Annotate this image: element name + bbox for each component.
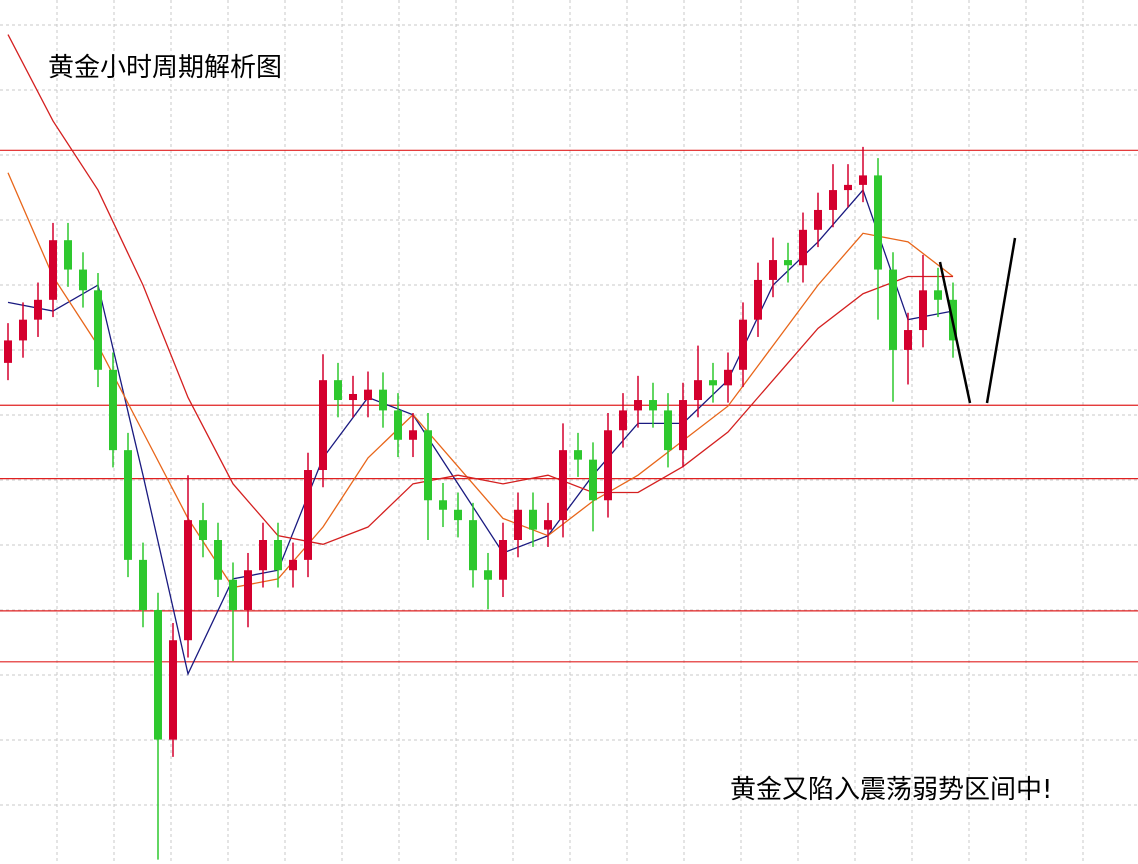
candle-body <box>499 540 507 580</box>
candle-body <box>34 299 42 320</box>
candle-body <box>169 640 177 740</box>
candle-body <box>769 260 777 280</box>
candle-body <box>679 400 687 451</box>
candle-body <box>94 290 102 370</box>
candle-body <box>844 184 852 191</box>
candle-body <box>64 240 72 270</box>
moving-average <box>7 188 954 676</box>
candle-body <box>889 269 897 350</box>
candle-body <box>529 509 537 530</box>
candle-body <box>739 319 747 370</box>
candle-body <box>4 340 12 363</box>
candle-body <box>124 450 132 560</box>
levels <box>0 149 1138 663</box>
candle-body <box>109 369 117 451</box>
candle-body <box>154 609 162 740</box>
moving-average <box>7 34 953 545</box>
candle-body <box>574 450 582 460</box>
candle-body <box>244 570 252 610</box>
candle-body <box>814 209 822 230</box>
candle-body <box>289 559 297 571</box>
candle-body <box>484 570 492 580</box>
candle-body <box>49 240 57 300</box>
candle-body <box>919 290 927 331</box>
candle-body <box>454 509 462 521</box>
candle-body <box>544 520 552 530</box>
candle-body <box>559 450 567 521</box>
candle-body <box>829 190 837 210</box>
candle-body <box>634 400 642 411</box>
moving-average <box>7 172 954 589</box>
candle-body <box>364 389 372 401</box>
candle-body <box>694 380 702 401</box>
candle-body <box>754 279 762 320</box>
candle-body <box>259 540 267 571</box>
candle-body <box>604 430 612 501</box>
candle-body <box>934 290 942 300</box>
candle-body <box>184 520 192 641</box>
candle-body <box>229 579 237 610</box>
candle-body <box>664 410 672 451</box>
candles <box>4 146 957 860</box>
candle-body <box>379 389 387 411</box>
candle-body <box>874 175 882 270</box>
candle-body <box>784 260 792 266</box>
candle-body <box>139 559 147 610</box>
candle-body <box>724 369 732 386</box>
candle-body <box>199 520 207 540</box>
chart-title: 黄金小时周期解析图 <box>48 53 282 83</box>
candle-body <box>514 509 522 540</box>
candle-body <box>619 410 627 431</box>
candle-body <box>214 540 222 580</box>
candle-body <box>439 500 447 510</box>
candle-body <box>904 330 912 350</box>
annotation: 黄金又陷入震荡弱势区间中! <box>730 775 1052 805</box>
projection-up <box>985 237 1017 404</box>
candle-body <box>799 229 807 266</box>
candle-body <box>304 470 312 560</box>
projection-down <box>938 261 972 404</box>
candle-body <box>649 400 657 411</box>
candle-body <box>409 430 417 440</box>
candle-body <box>319 380 327 471</box>
candle-body <box>349 393 357 401</box>
candle-body <box>334 380 342 401</box>
candle-body <box>424 430 432 501</box>
candle-body <box>469 520 477 571</box>
candle-body <box>394 410 402 440</box>
candle-body <box>79 269 87 291</box>
candle-body <box>859 175 867 185</box>
candle-body <box>19 319 27 341</box>
candle-body <box>589 459 597 501</box>
candle-body <box>274 540 282 571</box>
moving-averages <box>7 34 954 676</box>
candle-body <box>709 380 717 386</box>
